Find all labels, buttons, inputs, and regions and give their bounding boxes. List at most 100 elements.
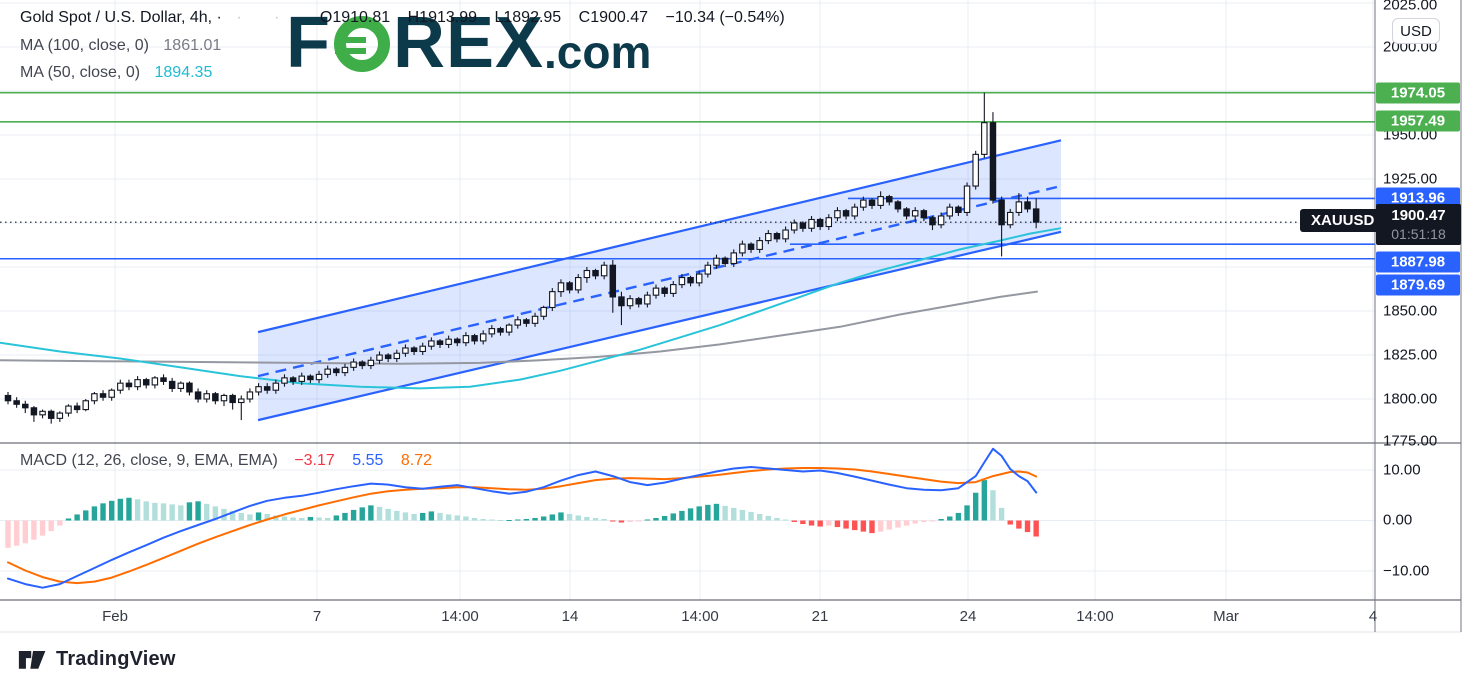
candle[interactable] <box>479 333 487 342</box>
candle[interactable] <box>151 377 159 386</box>
candle[interactable] <box>678 277 686 286</box>
candle[interactable] <box>790 222 798 231</box>
candle[interactable] <box>289 377 297 382</box>
candle[interactable] <box>73 405 81 411</box>
price-level-label[interactable]: 1879.69 <box>1376 274 1460 296</box>
candle[interactable] <box>851 206 858 217</box>
candle[interactable] <box>298 375 306 382</box>
macd-legend-row[interactable]: MACD (12, 26, close, 9, EMA, EMA) −3.17 … <box>20 452 432 470</box>
candle[interactable] <box>955 206 962 213</box>
candle[interactable] <box>384 354 392 360</box>
candle[interactable] <box>721 257 729 265</box>
candle[interactable] <box>108 389 115 398</box>
candle[interactable] <box>549 291 556 309</box>
candle[interactable] <box>695 273 703 284</box>
candle[interactable] <box>99 393 107 398</box>
candle[interactable] <box>687 277 694 284</box>
currency-toggle-button[interactable]: USD <box>1392 18 1440 44</box>
candle[interactable] <box>238 398 245 404</box>
candle[interactable] <box>229 394 236 404</box>
candle[interactable] <box>626 298 634 307</box>
candle[interactable] <box>842 210 850 217</box>
price-level-label[interactable]: 1974.05 <box>1376 82 1460 104</box>
candle[interactable] <box>1032 208 1040 223</box>
price-level-label[interactable]: 1957.49 <box>1376 110 1460 132</box>
ma100-legend-row[interactable]: MA (100, close, 0) 1861.01 <box>20 36 798 56</box>
candle[interactable] <box>203 393 210 400</box>
trend-channel-median[interactable] <box>257 184 1062 378</box>
candle[interactable] <box>333 368 340 374</box>
candle[interactable] <box>419 345 426 353</box>
candle[interactable] <box>212 393 219 402</box>
candle[interactable] <box>39 410 46 416</box>
candle[interactable] <box>600 264 608 277</box>
candle[interactable] <box>834 210 841 219</box>
candle[interactable] <box>799 222 807 229</box>
candle[interactable] <box>739 243 746 254</box>
ma100-line[interactable] <box>0 290 1038 365</box>
candle[interactable] <box>56 412 64 419</box>
candle[interactable] <box>220 394 228 402</box>
candle[interactable] <box>816 218 824 228</box>
candle[interactable] <box>436 340 444 345</box>
candle[interactable] <box>350 361 357 368</box>
candle[interactable] <box>168 380 176 389</box>
candle[interactable] <box>410 347 418 353</box>
candle[interactable] <box>1006 211 1014 226</box>
candle[interactable] <box>937 215 945 226</box>
candle[interactable] <box>670 284 677 294</box>
candle[interactable] <box>47 410 55 419</box>
candle[interactable] <box>462 335 470 344</box>
candle[interactable] <box>635 298 642 305</box>
candle[interactable] <box>82 400 90 411</box>
candle[interactable] <box>557 282 565 293</box>
candle[interactable] <box>22 403 29 409</box>
candle[interactable] <box>704 264 712 275</box>
candle[interactable] <box>488 328 496 335</box>
candle[interactable] <box>592 269 599 277</box>
candle[interactable] <box>160 377 167 382</box>
candle[interactable] <box>574 277 582 291</box>
candle[interactable] <box>531 315 539 324</box>
candle[interactable] <box>125 382 133 388</box>
tradingview-attribution[interactable]: TradingView <box>18 646 176 672</box>
candle[interactable] <box>773 233 781 240</box>
symbol-legend-row[interactable]: Gold Spot / U.S. Dollar, 4h, · · · O1910… <box>20 8 798 28</box>
candle[interactable] <box>713 257 720 266</box>
ma50-line[interactable] <box>0 227 1061 390</box>
candle[interactable] <box>91 393 98 402</box>
candle[interactable] <box>661 287 668 294</box>
candle[interactable] <box>13 400 20 405</box>
candle[interactable] <box>402 347 409 354</box>
candle[interactable] <box>514 319 522 326</box>
candle[interactable] <box>186 382 193 393</box>
price-level-label[interactable]: 1913.96 <box>1376 187 1460 209</box>
candle[interactable] <box>4 394 12 402</box>
candle[interactable] <box>989 122 997 201</box>
candle[interactable] <box>644 294 651 305</box>
candle[interactable] <box>609 264 617 298</box>
candle[interactable] <box>877 196 884 206</box>
candle[interactable] <box>583 269 591 279</box>
candle[interactable] <box>860 199 867 208</box>
candle[interactable] <box>868 199 876 206</box>
candle[interactable] <box>756 240 763 250</box>
candle[interactable] <box>358 361 366 367</box>
candle[interactable] <box>540 306 547 317</box>
candle[interactable] <box>1024 201 1031 210</box>
candle[interactable] <box>246 391 254 400</box>
trend-channel-upper[interactable] <box>257 139 1062 334</box>
candle[interactable] <box>315 373 323 381</box>
candle[interactable] <box>1015 201 1023 213</box>
candle[interactable] <box>782 229 789 240</box>
candle[interactable] <box>324 368 331 375</box>
candle[interactable] <box>825 217 833 228</box>
candle[interactable] <box>998 199 1005 226</box>
candle[interactable] <box>281 377 288 384</box>
candle[interactable] <box>428 340 435 347</box>
candle[interactable] <box>903 208 910 217</box>
candle[interactable] <box>177 382 185 389</box>
candle[interactable] <box>618 296 625 307</box>
candle[interactable] <box>497 328 504 333</box>
candle[interactable] <box>981 122 988 155</box>
